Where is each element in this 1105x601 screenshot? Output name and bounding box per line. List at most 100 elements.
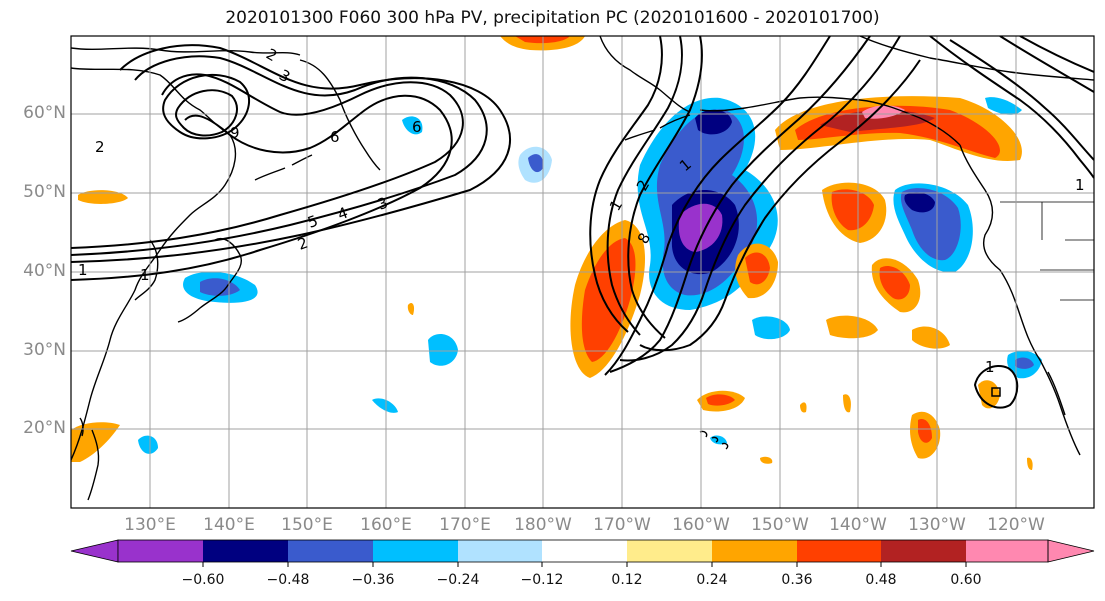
pv-contour-trough-west-1 [627,36,703,339]
longitude-label: 140°W [829,515,887,535]
border-us-canada [1000,201,1094,301]
precip-negative-180-core [528,154,544,173]
coastline-kurils [254,154,313,181]
precip-negative-bc-coast-core [904,192,935,213]
pv-contours [71,36,1094,409]
coastline-taiwan [79,417,84,437]
pv-contour-cutoff-inner [991,387,1001,397]
chart-title: 2020101300 F060 300 hPa PV, precipitatio… [225,8,880,28]
contour-label: 1 [1075,176,1085,194]
colorbar-bin [542,540,627,562]
pv-contour-low-1 [162,73,250,140]
longitude-label: 160°E [360,515,412,535]
longitude-label: 150°E [281,515,333,535]
precip-negative-25n-165e [372,398,398,413]
coastline-kamchatka [299,59,381,171]
colorbar-bin [458,540,542,562]
colorbar-bin [288,540,373,562]
contour-label: 1 [985,358,995,376]
latitude-label: 50°N [23,182,66,202]
colorbar-tick-label: −0.60 [181,572,225,588]
colorbar-bin [203,540,288,562]
coastline-arctic-alaska [859,36,1094,81]
pv-contour-cutoff [973,365,1019,409]
pv-contour-trough-2 [609,36,871,373]
colorbar-bin [373,540,458,562]
longitude-label: 120°W [987,515,1045,535]
contour-label: 1 [78,261,88,279]
colorbar-bin [118,540,203,562]
precip-negative-18n-135e [138,435,158,454]
pv-contour-ridge-4 [71,94,453,281]
pv-contour-east-3 [999,36,1094,93]
coastline-alaska-south [699,96,961,146]
longitude-label: 140°E [203,515,255,535]
precip-positive-alaska-max [820,109,935,132]
pv-contour-trough-1 [604,36,831,376]
pv-contour-ridge-1 [71,44,511,263]
precip-positive-20n-135w-core [918,419,932,443]
coastline-alaska-bering [599,36,691,113]
colorbar-tick-label: 0.12 [611,572,643,588]
colorbar-bin [797,540,881,562]
precip-positive-25n-160w-core [706,394,735,406]
colorbar-frame [117,539,1049,563]
precip-negative-30n-170e [428,334,458,366]
latitude-label: 40°N [23,261,66,281]
colorbar-right-extension [1047,539,1095,563]
precip-positive-small-2 [843,394,851,413]
latitude-label: 60°N [23,103,66,123]
pv-contour-east-1 [929,36,1094,179]
precip-negative-alaska-panhandle [985,97,1022,115]
coastlines [71,36,1094,501]
colorbar-tick-label: 0.48 [865,572,897,588]
contour-label: 6 [330,128,340,146]
pv-contour-trough-3 [619,36,901,362]
colorbar-bin [712,540,797,562]
precip-positive-small-4 [1027,457,1033,470]
pv-contour-trough-west-2 [606,36,683,336]
precip-positive-30n-135w [912,326,950,349]
colorbar-bin [881,540,966,562]
latitude-label: 20°N [23,418,66,438]
colorbar-tick-label: −0.12 [520,572,564,588]
longitude-label: 180°W [514,515,572,535]
colorbar-bin [966,540,1048,562]
longitude-label: 130°W [908,515,966,535]
longitude-label: 170°W [593,515,651,535]
pv-contour-trough-4 [639,59,921,352]
contour-label: 6 [412,118,422,136]
precip-positive-small-3 [760,456,773,464]
contour-label: 2 [95,138,105,156]
latitude-label: 30°N [23,340,66,360]
precip-positive-38n-135w-core [879,265,910,300]
colorbar-left-extension [70,539,119,563]
contour-label: 9 [230,124,240,142]
colorbar [70,539,1095,567]
longitude-label: 150°W [751,515,809,535]
pv-contour-trough-west-3 [589,36,663,333]
precip-negative-sakhalin [402,116,423,135]
graticule [71,36,1094,508]
longitude-label: 130°E [124,515,176,535]
coastline-arctic-asia [71,47,301,56]
colorbar-tick-label: 0.36 [781,572,813,588]
precip-positive-45n-140w-core [831,189,874,231]
coastline-baja [1047,371,1066,416]
pv-contour-ridge-2 [71,55,488,256]
longitude-label: 170°E [439,515,491,535]
pv-contour-low-2 [175,89,238,137]
colorbar-tick-label: −0.24 [436,572,480,588]
precip-positive-small-1 [800,402,807,413]
colorbar-tick-label: −0.36 [351,572,395,588]
map-frame [70,35,1095,509]
pv-contour-ridge-3 [71,73,464,249]
coastline-philippines [87,429,100,501]
coastline-asia [71,67,237,461]
map-plot-area: 3 2 6 2 9 6 3 5 4 2 1 1 1 2 1 8 1 1 [71,36,1094,508]
precip-negative-california-core [1015,357,1034,369]
coastline-korea [134,239,159,301]
colorbar-tick-label: 0.60 [950,572,982,588]
precipitation-shading [71,36,1042,470]
